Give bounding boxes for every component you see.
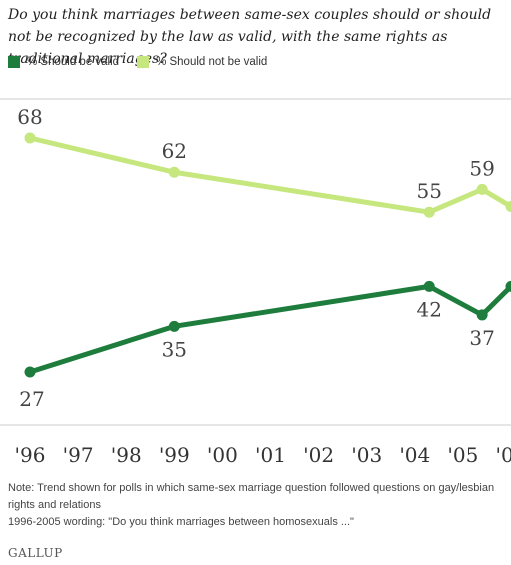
x-tick-label: '01: [255, 443, 286, 467]
legend-item-not-valid: % Should not be valid: [137, 56, 267, 68]
footnote-line-2: 1996-2005 wording: "Do you think marriag…: [8, 516, 354, 528]
x-tick-labels: '96 '97 '98 '99 '00 '01 '02 '03 '04 '05 '06: [15, 443, 511, 467]
x-tick-label: '03: [351, 443, 382, 467]
survey-question: Do you think marriages between same-sex …: [8, 7, 492, 67]
x-tick-label: '00: [207, 443, 238, 467]
data-label: 55: [417, 179, 442, 203]
point-valid: [24, 366, 36, 378]
legend-label-not-valid: % Should not be valid: [156, 56, 268, 68]
footnote-line-1: Note: Trend shown for polls in which sam…: [8, 482, 495, 511]
x-tick-label: '99: [159, 443, 190, 467]
x-tick-label: '96: [15, 443, 46, 467]
x-tick-label: '06: [496, 443, 511, 467]
series-layer: 68 62 55 59 27 35 42 37: [17, 105, 511, 411]
data-label: 27: [19, 387, 44, 411]
data-label: 68: [17, 105, 42, 129]
data-label: 35: [162, 337, 187, 361]
x-tick-label: '97: [63, 443, 94, 467]
point-not-valid: [476, 183, 488, 195]
point-valid: [168, 320, 180, 332]
line-chart: 68 62 55 59 27 35 42 37 '96 '97 '98 '99 '00 '01 '02 '0…: [0, 98, 511, 467]
legend-swatch-not-valid: [137, 56, 150, 68]
legend-swatch-valid: [8, 56, 20, 68]
point-valid: [505, 280, 511, 292]
data-label: 37: [469, 326, 494, 350]
point-not-valid: [168, 166, 180, 178]
legend-item-valid: % Should be valid: [8, 56, 119, 68]
data-label: 62: [162, 139, 187, 163]
data-label: 42: [417, 297, 442, 321]
point-not-valid: [423, 206, 435, 218]
point-valid: [423, 280, 435, 292]
data-label: 59: [469, 156, 494, 180]
legend-label-valid: % Should be valid: [27, 56, 120, 68]
point-valid: [476, 309, 488, 321]
x-tick-label: '05: [447, 443, 478, 467]
chart-legend: % Should be valid % Should not be valid: [8, 54, 285, 70]
point-not-valid: [505, 200, 511, 212]
point-not-valid: [24, 132, 36, 144]
footnote: Note: Trend shown for polls in which sam…: [8, 480, 503, 531]
x-tick-label: '04: [399, 443, 430, 467]
gallup-logo: GALLUP: [8, 546, 63, 560]
x-tick-label: '98: [111, 443, 142, 467]
x-tick-label: '02: [303, 443, 334, 467]
